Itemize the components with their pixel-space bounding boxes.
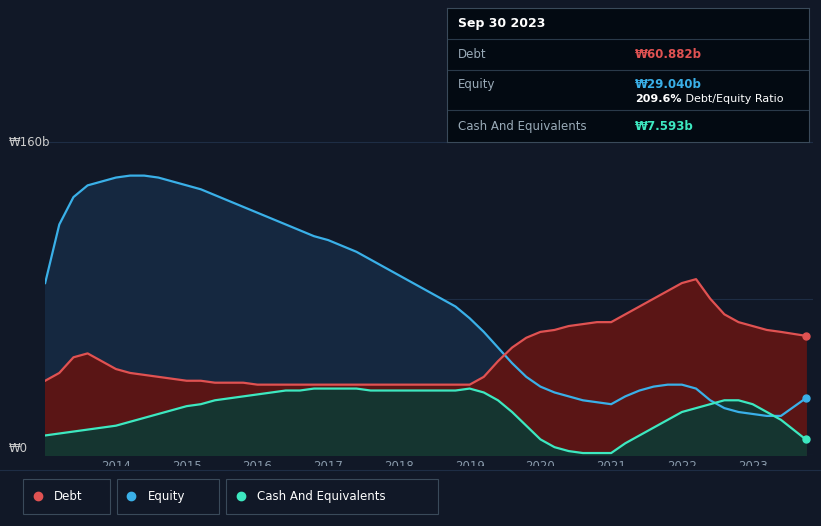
Text: ₩7.593b: ₩7.593b [635,120,694,133]
Text: Debt: Debt [458,48,487,60]
Text: ₩29.040b: ₩29.040b [635,78,702,91]
Text: 209.6%: 209.6% [635,94,681,104]
Text: Sep 30 2023: Sep 30 2023 [458,17,546,31]
Text: ₩0: ₩0 [8,442,27,455]
Text: Cash And Equivalents: Cash And Equivalents [458,120,587,133]
Text: Debt/Equity Ratio: Debt/Equity Ratio [682,94,784,104]
Text: Equity: Equity [458,78,496,91]
Text: ₩60.882b: ₩60.882b [635,48,702,60]
Text: Equity: Equity [148,490,186,503]
Text: Cash And Equivalents: Cash And Equivalents [257,490,386,503]
Text: Debt: Debt [54,490,83,503]
Text: ₩160b: ₩160b [8,136,50,149]
